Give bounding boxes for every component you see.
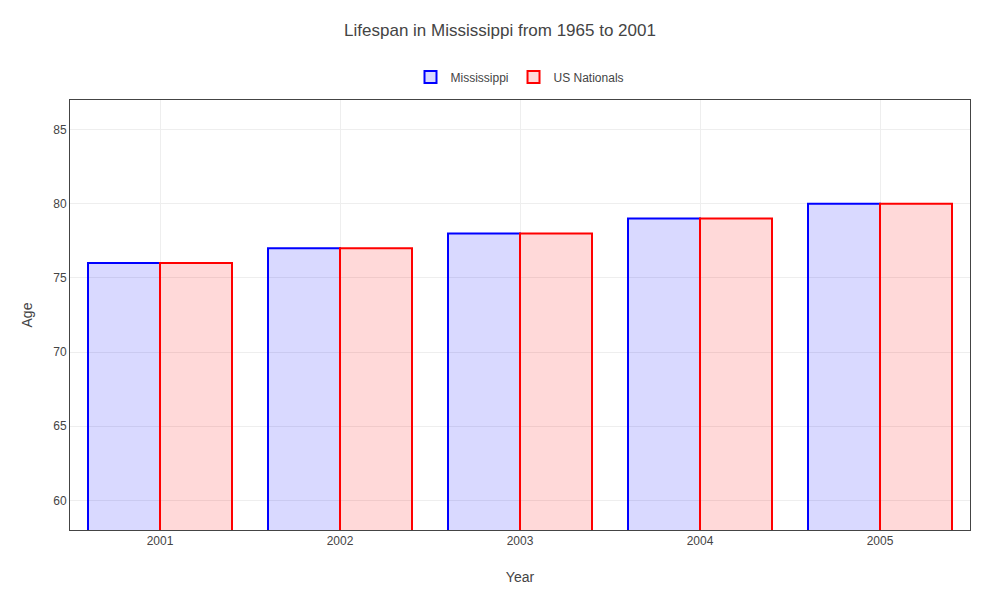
svg-text:2002: 2002 xyxy=(327,534,354,548)
svg-text:2003: 2003 xyxy=(507,534,534,548)
svg-text:2001: 2001 xyxy=(147,534,174,548)
svg-text:70: 70 xyxy=(53,345,67,359)
svg-text:85: 85 xyxy=(53,123,67,137)
svg-text:75: 75 xyxy=(53,271,67,285)
svg-text:60: 60 xyxy=(53,494,67,508)
svg-text:Year: Year xyxy=(506,569,535,585)
svg-text:80: 80 xyxy=(53,197,67,211)
svg-text:Mississippi: Mississippi xyxy=(451,71,509,85)
svg-text:US Nationals: US Nationals xyxy=(554,71,624,85)
svg-text:65: 65 xyxy=(53,419,67,433)
svg-text:2005: 2005 xyxy=(867,534,894,548)
svg-text:2004: 2004 xyxy=(687,534,714,548)
svg-text:Age: Age xyxy=(19,302,35,327)
svg-text:Lifespan in Mississippi from 1: Lifespan in Mississippi from 1965 to 200… xyxy=(344,21,656,40)
